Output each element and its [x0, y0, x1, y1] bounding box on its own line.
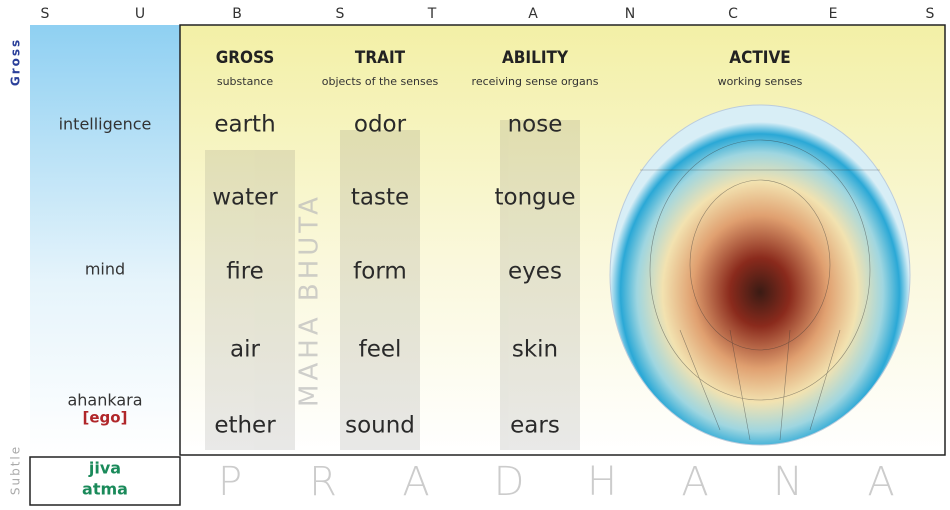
- cell: sound: [345, 413, 415, 439]
- column-title: ACTIVE: [729, 48, 790, 68]
- ego-label: [ego]: [83, 409, 128, 427]
- column-title: GROSS: [216, 48, 275, 68]
- top-letter: S: [926, 6, 935, 22]
- top-letter: S: [336, 6, 345, 22]
- jiva-box: [29, 456, 181, 506]
- top-letter: E: [829, 6, 838, 22]
- pradhana-letter: A: [681, 459, 708, 505]
- cell: skin: [512, 337, 558, 363]
- cell: tongue: [495, 185, 576, 211]
- pradhana-letter: H: [587, 459, 617, 505]
- column-subtitle: receiving sense organs: [472, 75, 599, 88]
- atma-label: atma: [82, 480, 128, 499]
- top-letter: T: [427, 6, 437, 22]
- pradhana-letter: A: [867, 459, 894, 505]
- big-watermark: [205, 120, 580, 450]
- cell: earth: [214, 112, 275, 138]
- orb-lines: [640, 139, 880, 441]
- cell: nose: [508, 112, 563, 138]
- pradhana-letter: A: [402, 459, 429, 505]
- pradhana-letter: D: [494, 459, 525, 505]
- subtle-column: [30, 25, 180, 455]
- column-subtitle: working senses: [718, 75, 803, 88]
- cell: fire: [226, 259, 264, 285]
- ahankara-label: ahankara: [67, 391, 142, 410]
- top-letter: B: [232, 6, 242, 22]
- pradhana-letter: R: [309, 459, 337, 505]
- subtle-label: Subtle: [9, 445, 23, 495]
- top-letter: C: [728, 6, 738, 22]
- maha-bhuta-watermark: MAHA BHUTA: [295, 193, 325, 407]
- top-letter: A: [528, 6, 538, 22]
- top-letter: S: [41, 6, 50, 22]
- cell: form: [353, 259, 407, 285]
- cell: eyes: [508, 259, 562, 285]
- jiva-label: jiva: [88, 459, 121, 478]
- cell: water: [212, 185, 278, 211]
- pradhana-letter: P: [218, 459, 242, 505]
- top-letter: N: [625, 6, 635, 22]
- cell: odor: [354, 112, 407, 138]
- column-subtitle: substance: [217, 75, 273, 88]
- column-subtitle: objects of the senses: [322, 75, 439, 88]
- column-title: TRAIT: [355, 48, 406, 68]
- column-title: ABILITY: [502, 48, 569, 68]
- senses-orb: [609, 104, 911, 446]
- pradhana-letter: N: [773, 459, 803, 505]
- top-letter: U: [135, 6, 145, 22]
- cell: taste: [351, 185, 409, 211]
- cell: air: [230, 337, 260, 363]
- cell: feel: [359, 337, 402, 363]
- intelligence-label: intelligence: [59, 115, 152, 134]
- gross-label: Gross: [9, 38, 23, 86]
- cell: ears: [510, 413, 560, 439]
- mind-label: mind: [85, 260, 125, 279]
- cell: ether: [214, 413, 276, 439]
